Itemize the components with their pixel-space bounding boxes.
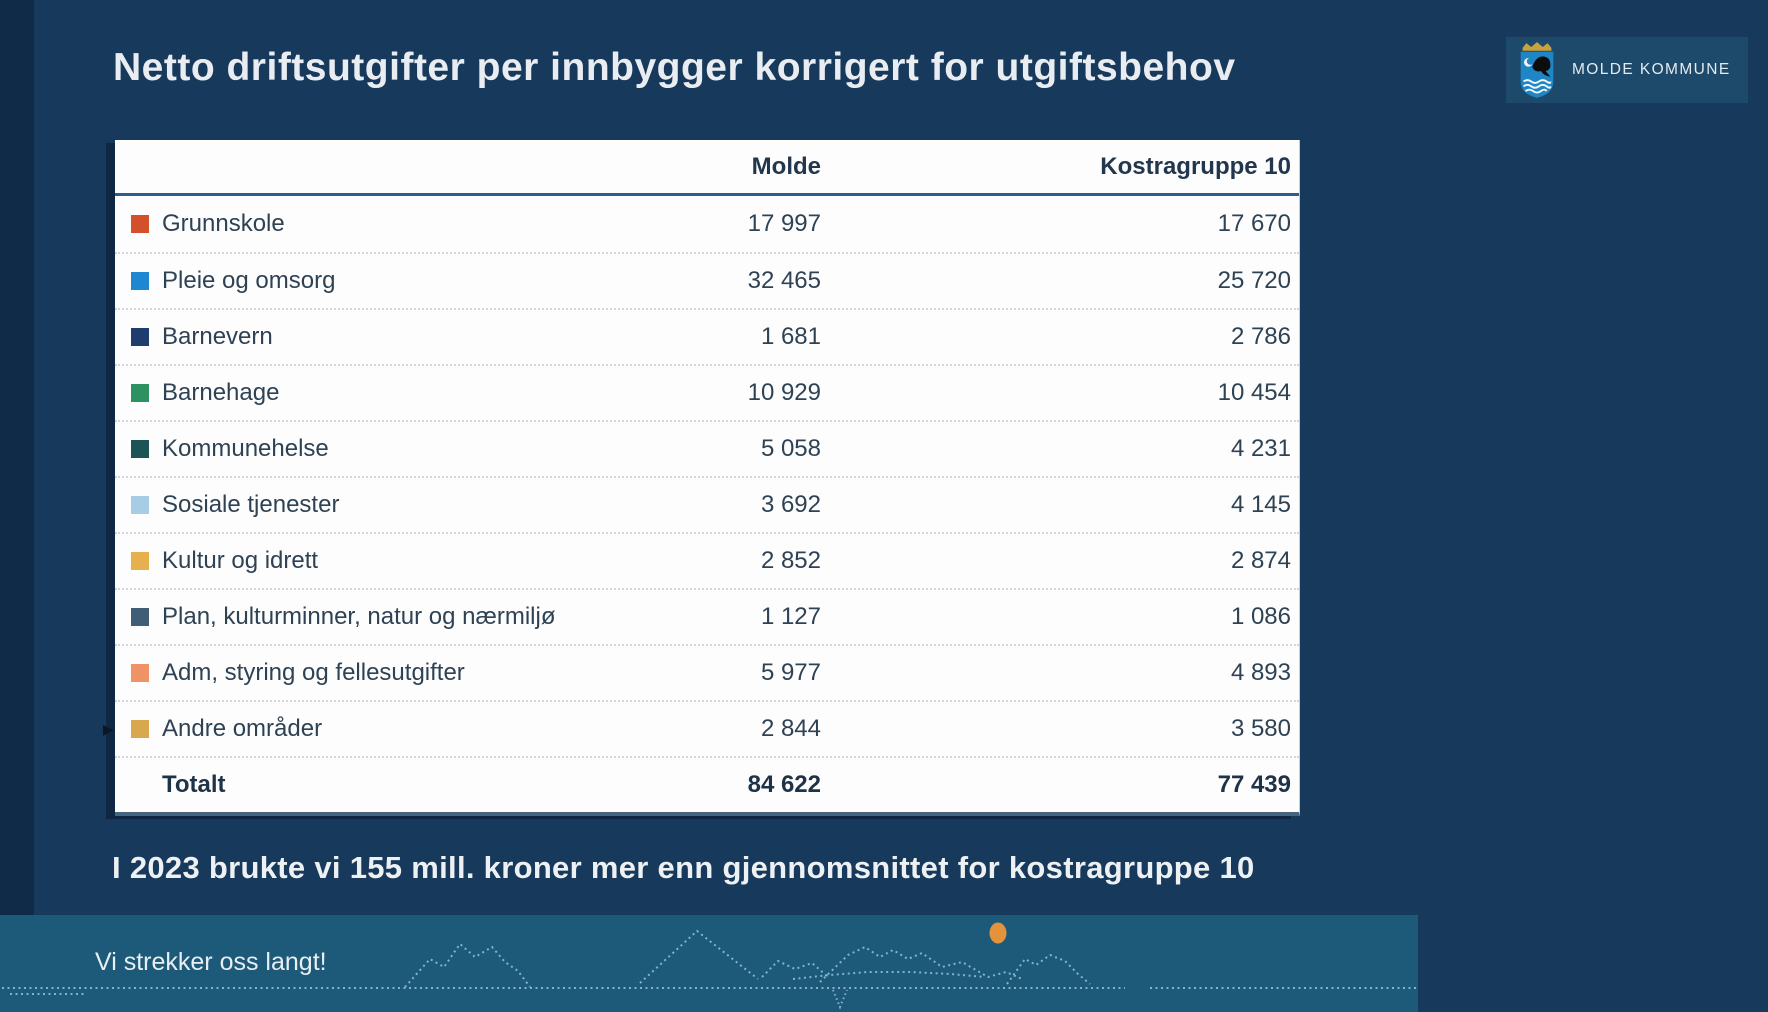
category-label: Kommunehelse	[162, 435, 329, 462]
page-title: Netto driftsutgifter per innbygger korri…	[113, 46, 1236, 89]
whale-icon	[1532, 56, 1551, 77]
category-swatch-icon	[131, 608, 149, 626]
table-row: Adm, styring og fellesutgifter 5 977 4 8…	[115, 644, 1299, 700]
category-cell: Kultur og idrett	[131, 547, 571, 575]
kostragruppe-value: 4 145	[1230, 491, 1291, 518]
total-row: Totalt 84 622 77 439	[115, 756, 1299, 812]
table-row: Barnevern 1 681 2 786	[115, 308, 1299, 364]
category-label: Sosiale tjenester	[162, 491, 340, 518]
kostragruppe-value: 2 786	[1230, 323, 1291, 350]
statement-text: I 2023 brukte vi 155 mill. kroner mer en…	[112, 850, 1255, 885]
category-label: Pleie og omsorg	[162, 267, 336, 294]
molde-kommune-logo: MOLDE KOMMUNE	[1506, 37, 1748, 103]
kostragruppe-value: 4 893	[1230, 659, 1291, 686]
molde-value: 1 681	[760, 323, 821, 350]
category-label: Grunnskole	[162, 210, 285, 237]
table-row: Sosiale tjenester 3 692 4 145	[115, 476, 1299, 532]
category-swatch-icon	[131, 215, 149, 233]
crown-icon	[1522, 42, 1552, 51]
category-cell: ▶ Andre områder	[103, 715, 571, 743]
molde-value: 10 929	[747, 379, 821, 406]
table-row: Barnehage 10 929 10 454	[115, 364, 1299, 420]
category-cell: Grunnskole	[131, 210, 571, 238]
category-label: Plan, kulturminner, natur og nærmiljø	[162, 603, 556, 630]
kostragruppe-value: 4 231	[1230, 435, 1291, 462]
kostragruppe-value: 10 454	[1217, 379, 1291, 406]
category-label: Andre områder	[162, 715, 323, 742]
logo-text: MOLDE KOMMUNE	[1572, 61, 1731, 78]
table-row: Pleie og omsorg 32 465 25 720	[115, 252, 1299, 308]
category-label: Kultur og idrett	[162, 547, 319, 574]
category-label: Barnevern	[162, 323, 273, 350]
waves-icon	[1522, 79, 1552, 94]
table-row: Grunnskole 17 997 17 670	[115, 196, 1299, 252]
total-label: Totalt	[162, 771, 226, 798]
table-row: Kommunehelse 5 058 4 231	[115, 420, 1299, 476]
kostragruppe-value: 17 670	[1217, 210, 1291, 237]
left-edge-band	[0, 0, 34, 1012]
kostragruppe-value: 3 580	[1230, 715, 1291, 742]
table-row: Plan, kulturminner, natur og nærmiljø 1 …	[115, 588, 1299, 644]
category-cell: Barnehage	[131, 379, 571, 407]
molde-value: 2 852	[760, 547, 821, 574]
table-row: Kultur og idrett 2 852 2 874	[115, 532, 1299, 588]
category-swatch-icon	[131, 664, 149, 682]
mountain-graphic	[2, 922, 1416, 1010]
category-swatch-icon	[131, 720, 149, 738]
category-swatch-icon	[131, 440, 149, 458]
expenses-table: Molde Kostragruppe 10 Grunnskole 17 997 …	[103, 140, 1300, 816]
column-header-kostragruppe: Kostragruppe 10	[1100, 152, 1291, 180]
kostragruppe-value: 1 086	[1230, 603, 1291, 630]
molde-value: 17 997	[747, 210, 821, 237]
category-swatch-icon	[131, 384, 149, 402]
moon-cut	[1526, 57, 1534, 65]
molde-value: 3 692	[760, 491, 821, 518]
coat-of-arms-icon	[1520, 42, 1554, 98]
category-swatch-icon	[131, 328, 149, 346]
category-swatch-icon	[131, 272, 149, 290]
category-cell: Sosiale tjenester	[131, 491, 571, 519]
molde-value: 32 465	[747, 267, 821, 294]
total-molde-value: 84 622	[747, 771, 821, 798]
table-row: ▶ Andre områder 2 844 3 580	[103, 700, 1299, 756]
molde-value: 5 058	[760, 435, 821, 462]
category-label: Adm, styring og fellesutgifter	[162, 659, 465, 686]
molde-value: 2 844	[760, 715, 821, 742]
table-header-row: Molde Kostragruppe 10	[115, 140, 1299, 196]
kostragruppe-value: 2 874	[1230, 547, 1291, 574]
column-header-molde: Molde	[751, 152, 821, 180]
table-rows: Grunnskole 17 997 17 670 Pleie og omsorg…	[103, 196, 1299, 756]
mountain-lines	[2, 929, 1416, 1010]
category-swatch-icon	[131, 552, 149, 570]
category-label: Barnehage	[162, 379, 280, 406]
molde-value: 5 977	[760, 659, 821, 686]
footer-tagline: Vi strekker oss langt!	[95, 948, 327, 976]
category-cell: Kommunehelse	[131, 435, 571, 463]
footer-bar: Vi strekker oss langt!	[0, 915, 1418, 1012]
molde-value: 1 127	[760, 603, 821, 630]
expand-marker-icon: ▶	[103, 720, 114, 737]
kostragruppe-value: 25 720	[1217, 267, 1291, 294]
category-cell: Barnevern	[131, 323, 571, 351]
category-cell: Pleie og omsorg	[131, 267, 571, 295]
category-cell: Adm, styring og fellesutgifter	[131, 659, 571, 687]
category-swatch-icon	[131, 496, 149, 514]
category-cell: Plan, kulturminner, natur og nærmiljø	[131, 603, 571, 631]
sun-icon	[989, 922, 1007, 944]
total-kostragruppe-value: 77 439	[1217, 771, 1291, 798]
